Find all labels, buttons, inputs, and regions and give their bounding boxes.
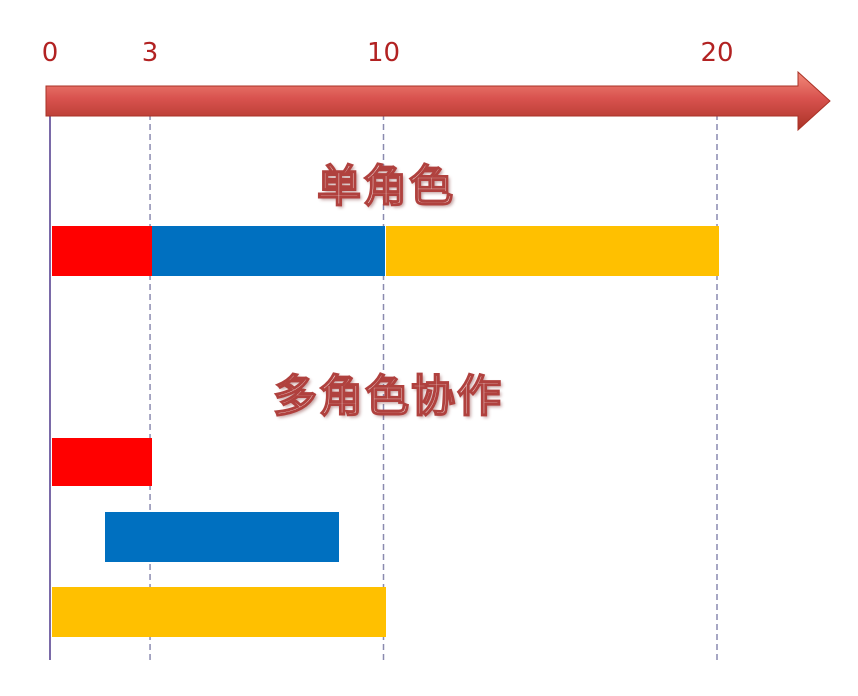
single-task-bar-red: [52, 226, 153, 276]
time-axis-arrow: [45, 70, 831, 132]
multi-task-bar-blue: [105, 512, 339, 562]
single-task-bar-yellow: [385, 226, 719, 276]
tick-label-0: 0: [41, 38, 59, 68]
single-task-bar-blue: [152, 226, 386, 276]
multi-role-title: 多角色协作: [272, 370, 503, 423]
tick-label-3: 3: [141, 38, 159, 68]
tick-label-10: 10: [366, 38, 401, 68]
multi-task-bar-red: [52, 438, 153, 486]
tick-label-20: 20: [700, 38, 734, 68]
multi-task-bar-yellow: [52, 587, 386, 637]
single-role-title: 单角色: [316, 160, 455, 213]
